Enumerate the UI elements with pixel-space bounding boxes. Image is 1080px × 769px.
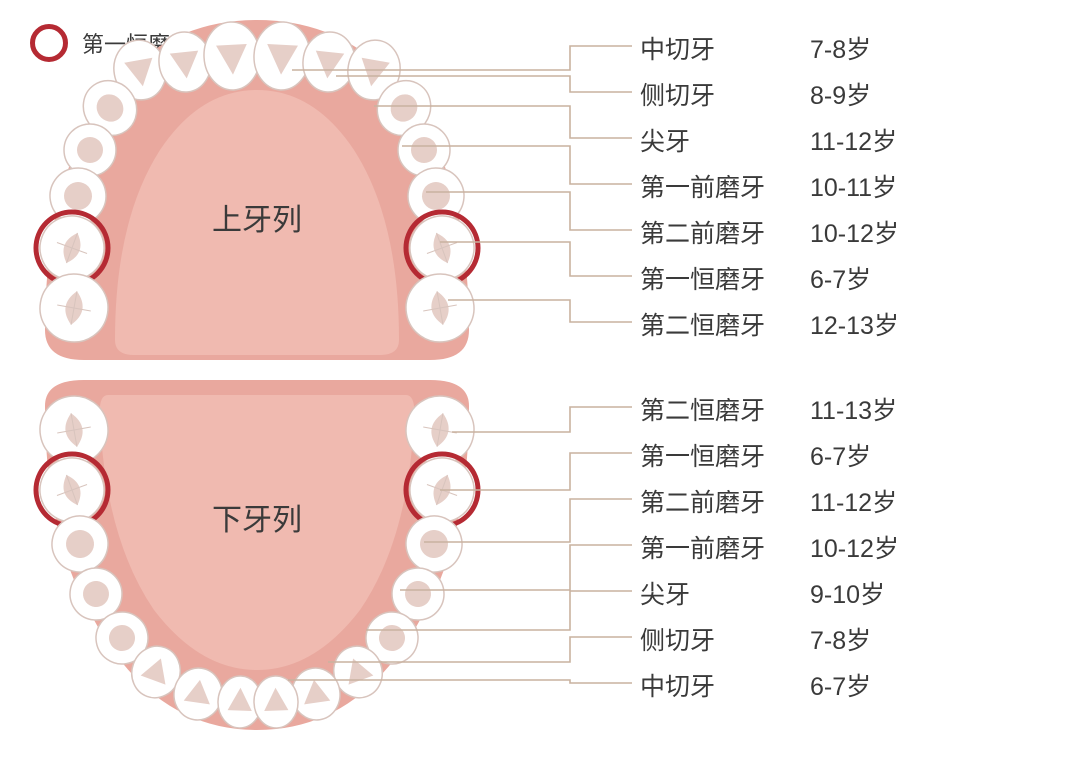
tooth-age: 7-8岁 (810, 621, 871, 657)
tooth-name: 侧切牙 (640, 621, 810, 657)
leader-line (288, 680, 632, 683)
tooth-name: 第一前磨牙 (640, 168, 810, 204)
tooth-name: 尖牙 (640, 575, 810, 611)
tooth-name: 侧切牙 (640, 76, 810, 112)
leader-line (440, 242, 632, 276)
tooth-age: 9-10岁 (810, 575, 885, 611)
leader-line (400, 545, 632, 590)
tooth-age: 10-12岁 (810, 529, 899, 565)
leader-line (448, 300, 632, 322)
tooth-label-row: 第二恒磨牙11-13岁 (640, 391, 897, 427)
tooth-label-row: 第一恒磨牙6-7岁 (640, 437, 871, 473)
leader-line (426, 192, 632, 230)
tooth-age: 11-13岁 (810, 391, 897, 427)
tooth-label-row: 第一恒磨牙6-7岁 (640, 260, 871, 296)
tooth-label-row: 尖牙9-10岁 (640, 575, 885, 611)
tooth-label-row: 侧切牙8-9岁 (640, 76, 871, 112)
tooth-label-row: 侧切牙7-8岁 (640, 621, 871, 657)
leader-line (440, 453, 632, 490)
tooth-name: 第二恒磨牙 (640, 391, 810, 427)
leader-lines (0, 0, 1080, 764)
leader-line (366, 591, 632, 630)
tooth-age: 8-9岁 (810, 76, 871, 112)
tooth-name: 中切牙 (640, 667, 810, 703)
tooth-name: 第一前磨牙 (640, 529, 810, 565)
tooth-name: 第二前磨牙 (640, 483, 810, 519)
leader-line (452, 407, 632, 432)
leader-line (424, 499, 632, 542)
tooth-name: 第一恒磨牙 (640, 437, 810, 473)
tooth-label-row: 第二前磨牙10-12岁 (640, 214, 899, 250)
tooth-age: 6-7岁 (810, 260, 871, 296)
tooth-label-row: 第二恒磨牙12-13岁 (640, 306, 899, 342)
tooth-name: 中切牙 (640, 30, 810, 66)
tooth-age: 11-12岁 (810, 122, 897, 158)
tooth-label-row: 尖牙11-12岁 (640, 122, 897, 158)
tooth-label-row: 中切牙7-8岁 (640, 30, 871, 66)
tooth-label-row: 第二前磨牙11-12岁 (640, 483, 897, 519)
tooth-age: 11-12岁 (810, 483, 897, 519)
tooth-age: 10-12岁 (810, 214, 899, 250)
tooth-age: 6-7岁 (810, 437, 871, 473)
leader-line (336, 76, 632, 92)
leader-line (292, 46, 632, 70)
labels-container: 中切牙7-8岁侧切牙8-9岁尖牙11-12岁第一前磨牙10-11岁第二前磨牙10… (0, 0, 1080, 764)
tooth-label-row: 第一前磨牙10-11岁 (640, 168, 897, 204)
tooth-age: 12-13岁 (810, 306, 899, 342)
tooth-age: 7-8岁 (810, 30, 871, 66)
tooth-name: 第一恒磨牙 (640, 260, 810, 296)
leader-line (402, 146, 632, 184)
tooth-age: 10-11岁 (810, 168, 897, 204)
leader-line (374, 106, 632, 138)
tooth-label-row: 中切牙6-7岁 (640, 667, 871, 703)
tooth-age: 6-7岁 (810, 667, 871, 703)
tooth-label-row: 第一前磨牙10-12岁 (640, 529, 899, 565)
tooth-name: 尖牙 (640, 122, 810, 158)
tooth-name: 第二恒磨牙 (640, 306, 810, 342)
tooth-name: 第二前磨牙 (640, 214, 810, 250)
leader-line (328, 637, 632, 662)
